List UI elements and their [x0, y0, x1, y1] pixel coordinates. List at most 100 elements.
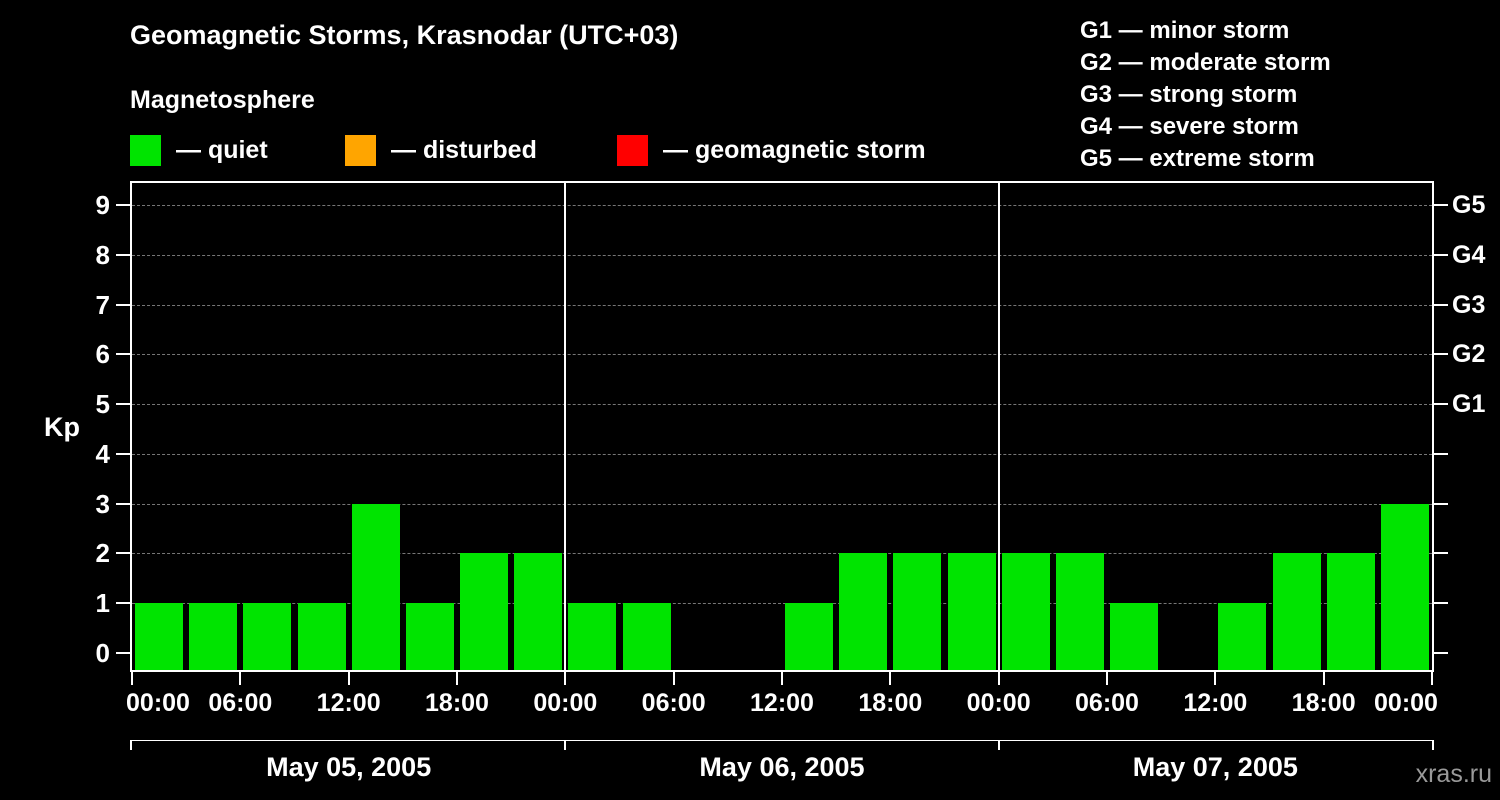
kp-bar — [1001, 553, 1050, 670]
y-axis-tick — [1434, 601, 1448, 604]
storm-scale-item: G3 — strong storm — [1080, 81, 1298, 108]
x-tick-label: 06:00 — [208, 689, 273, 717]
date-axis-tick — [1432, 740, 1434, 750]
plot-area — [130, 181, 1434, 672]
legend-swatch-disturbed — [345, 134, 376, 166]
x-tick-label: 00:00 — [533, 689, 598, 717]
date-label: May 07, 2005 — [1132, 752, 1298, 782]
legend-swatch-quiet — [130, 134, 161, 166]
kp-gridline — [132, 453, 1432, 455]
x-axis-tick — [347, 672, 350, 685]
storm-scale-item: G1 — minor storm — [1080, 17, 1290, 44]
kp-bar — [1218, 602, 1267, 670]
y-tick-label: 2 — [95, 538, 110, 569]
y-axis-tick — [1434, 254, 1448, 257]
y-axis-tick — [1434, 353, 1448, 356]
kp-gridline — [132, 602, 1432, 604]
g-level-label: G2 — [1452, 340, 1486, 369]
date-axis-tick — [130, 740, 132, 750]
kp-bar — [1326, 553, 1375, 670]
y-axis-tick — [1434, 552, 1448, 555]
x-tick-label: 06:00 — [1075, 689, 1139, 717]
date-label: May 06, 2005 — [699, 752, 865, 782]
y-axis-tick — [116, 403, 130, 406]
storm-scale-item: G5 — extreme storm — [1080, 145, 1315, 172]
kp-bar — [1380, 503, 1429, 670]
kp-bar — [1110, 602, 1159, 670]
x-axis-tick — [1214, 672, 1217, 685]
y-tick-label: 0 — [95, 637, 110, 668]
legend-label-storm: — geomagnetic storm — [663, 135, 926, 164]
kp-bar — [405, 602, 454, 670]
kp-bar — [893, 553, 942, 670]
date-axis-line — [130, 740, 1434, 741]
kp-bar — [568, 602, 617, 670]
x-tick-label: 12:00 — [750, 689, 814, 717]
x-axis-tick — [997, 672, 1000, 685]
y-tick-label: 4 — [95, 438, 110, 469]
date-label: May 05, 2005 — [266, 752, 432, 782]
y-tick-label: 6 — [95, 339, 110, 370]
kp-bar — [785, 602, 834, 670]
y-tick-label: 5 — [95, 389, 110, 420]
date-axis-tick — [564, 740, 567, 750]
legend-label-disturbed: — disturbed — [391, 135, 537, 164]
y-tick-label: 7 — [95, 289, 110, 320]
x-tick-label: 00:00 — [966, 689, 1031, 717]
y-axis-tick — [116, 452, 130, 455]
kp-gridline — [132, 304, 1432, 306]
y-axis-tick — [116, 254, 130, 257]
kp-gridline — [132, 404, 1432, 406]
legend-swatch-storm — [617, 134, 648, 166]
storm-scale-item: G4 — severe storm — [1080, 113, 1299, 140]
storm-scale-item: G2 — moderate storm — [1080, 49, 1331, 76]
page-title: Geomagnetic Storms, Krasnodar (UTC+03) — [130, 20, 679, 50]
x-axis-tick — [889, 672, 892, 685]
x-tick-label: 18:00 — [1291, 689, 1356, 717]
x-axis-tick — [1322, 672, 1325, 685]
y-axis-tick — [1434, 403, 1448, 406]
x-tick-label: 18:00 — [425, 689, 489, 717]
kp-gridline — [132, 354, 1432, 356]
kp-bar — [351, 503, 400, 670]
g-level-label: G1 — [1452, 390, 1486, 419]
kp-bar — [1055, 553, 1104, 670]
kp-gridline — [132, 553, 1432, 555]
y-axis-tick — [1434, 452, 1448, 455]
x-axis-tick — [781, 672, 783, 685]
g-level-label: G3 — [1452, 290, 1486, 319]
x-tick-label: 18:00 — [858, 689, 923, 717]
legend-item-disturbed: — disturbed — [345, 133, 537, 167]
kp-bar — [189, 602, 238, 670]
x-tick-label: 12:00 — [1183, 689, 1248, 717]
y-axis-tick — [116, 353, 130, 356]
x-axis-tick — [1431, 672, 1433, 685]
y-tick-label: 8 — [95, 240, 110, 271]
x-axis-tick — [564, 672, 567, 685]
watermark: xras.ru — [1415, 760, 1492, 788]
x-axis-tick — [456, 672, 458, 685]
x-axis-tick — [239, 672, 242, 685]
kp-bar — [243, 602, 292, 670]
x-axis-tick — [131, 672, 133, 685]
kp-bar — [947, 553, 996, 670]
day-separator — [564, 183, 567, 670]
legend-label-quiet: — quiet — [176, 135, 268, 164]
x-axis-tick — [672, 672, 675, 685]
kp-gridline — [132, 205, 1432, 207]
y-axis-tick — [1434, 303, 1448, 306]
y-axis-label: Kp — [44, 412, 80, 442]
g-level-label: G4 — [1452, 241, 1486, 270]
legend-item-storm: — geomagnetic storm — [617, 133, 926, 167]
kp-gridline — [132, 255, 1432, 257]
y-axis-tick — [1434, 502, 1448, 505]
y-axis-tick — [116, 502, 130, 505]
kp-bar — [297, 602, 346, 670]
y-tick-label: 3 — [95, 488, 110, 519]
day-separator — [997, 183, 1000, 670]
y-axis-tick — [116, 303, 130, 306]
kp-bar — [1272, 553, 1321, 670]
g-level-label: G5 — [1452, 191, 1486, 220]
kp-bar — [514, 553, 563, 670]
